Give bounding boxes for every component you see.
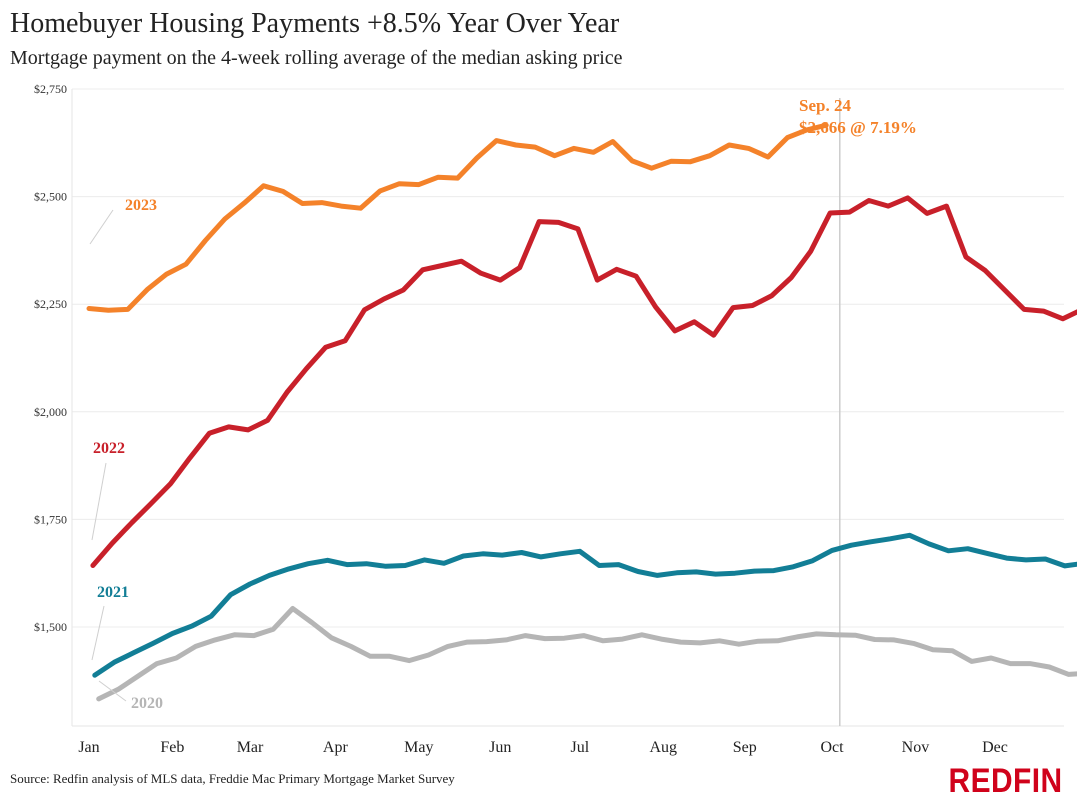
annotation-date: Sep. 24 xyxy=(799,96,851,115)
series-line-2021 xyxy=(92,532,1077,678)
x-tick-label: Feb xyxy=(160,739,184,756)
chart-subtitle: Mortgage payment on the 4-week rolling a… xyxy=(10,47,623,69)
x-tick-label: Sep xyxy=(733,739,757,756)
label-leader-2021 xyxy=(91,605,105,661)
x-tick-label: Mar xyxy=(237,739,264,756)
x-tick-label: Nov xyxy=(902,739,930,756)
x-tick-label: Jul xyxy=(570,739,589,756)
brand-logo: REDFIN xyxy=(948,762,1063,800)
x-tick-label: May xyxy=(404,739,433,756)
series-label-2021: 2021 xyxy=(97,584,129,601)
x-tick-label: Jan xyxy=(78,739,99,756)
source-note: Source: Redfin analysis of MLS data, Fre… xyxy=(10,771,455,786)
y-tick-label: $2,500 xyxy=(34,190,67,204)
series-label-2020: 2020 xyxy=(131,695,163,712)
x-tick-label: Oct xyxy=(820,739,844,756)
x-tick-label: Jun xyxy=(489,739,511,756)
label-leader-2023 xyxy=(89,209,114,245)
series-label-2023: 2023 xyxy=(125,197,157,214)
y-tick-label: $1,500 xyxy=(34,620,67,634)
series-line-2023 xyxy=(86,122,829,313)
y-tick-label: $2,000 xyxy=(34,405,67,419)
label-leader-2020 xyxy=(98,680,127,702)
x-tick-label: Dec xyxy=(982,739,1008,756)
series-label-2022: 2022 xyxy=(93,440,125,457)
x-tick-label: Aug xyxy=(649,739,677,756)
series-line-2022 xyxy=(90,195,1077,568)
label-leader-2022 xyxy=(91,462,107,541)
y-tick-label: $2,750 xyxy=(34,82,67,96)
y-tick-label: $2,250 xyxy=(34,297,67,311)
annotation-value: $2,666 @ 7.19% xyxy=(799,118,917,137)
chart-title: Homebuyer Housing Payments +8.5% Year Ov… xyxy=(10,8,620,39)
series-line-2020 xyxy=(96,606,1077,702)
y-tick-label: $1,750 xyxy=(34,512,67,526)
x-tick-label: Apr xyxy=(323,739,349,756)
